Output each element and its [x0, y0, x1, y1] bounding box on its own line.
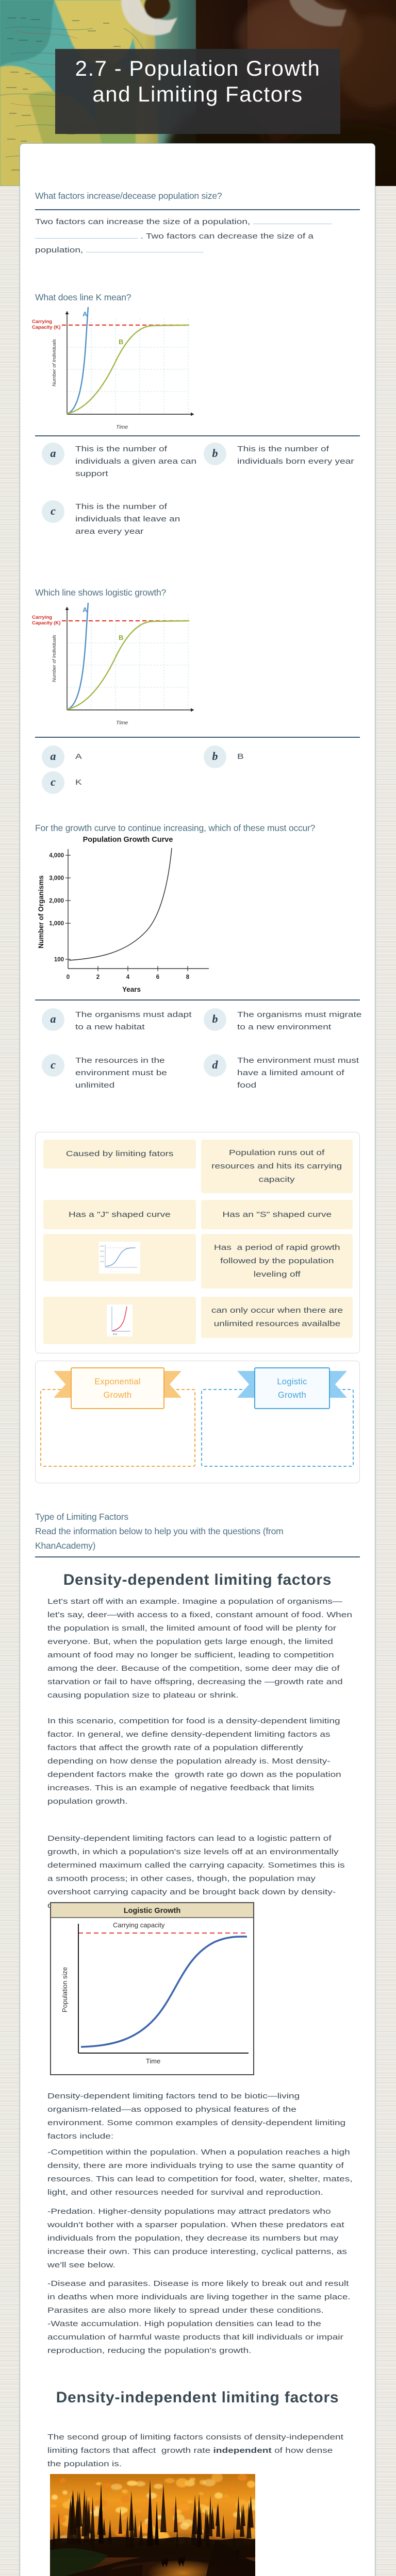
svg-text:A: A	[82, 310, 88, 318]
svg-text:4,000: 4,000	[49, 853, 64, 859]
svg-text:1,000: 1,000	[49, 921, 64, 927]
svg-text:2000: 2000	[100, 1256, 104, 1258]
svg-text:Carrying: Carrying	[32, 319, 52, 325]
svg-text:2: 2	[96, 974, 100, 980]
svg-text:B: B	[119, 338, 123, 346]
svg-text:Time: Time	[146, 2057, 160, 2065]
svg-text:Carrying: Carrying	[32, 615, 52, 620]
svg-text:1000: 1000	[100, 1261, 104, 1263]
svg-text:Population size: Population size	[61, 1967, 69, 2012]
svg-text:3000: 3000	[100, 1250, 104, 1252]
svg-text:6: 6	[156, 974, 159, 980]
svg-text:100: 100	[54, 957, 64, 963]
svg-text:3,000: 3,000	[49, 875, 64, 882]
svg-text:Population Growth Curve: Population Growth Curve	[83, 836, 173, 844]
svg-text:0: 0	[67, 974, 70, 980]
svg-text:Number of Organisms: Number of Organisms	[37, 875, 45, 948]
svg-text:2,000: 2,000	[49, 898, 64, 904]
svg-text:Logistic Growth: Logistic Growth	[124, 1907, 180, 1915]
svg-text:B: B	[119, 634, 123, 641]
svg-text:4000: 4000	[100, 1245, 104, 1247]
svg-text:A: A	[82, 606, 88, 614]
svg-text:Capacity (K): Capacity (K)	[32, 620, 60, 626]
svg-text:Number of Individuals: Number of Individuals	[52, 635, 57, 682]
svg-text:Years: Years	[122, 986, 141, 993]
svg-text:4: 4	[126, 974, 130, 980]
svg-text:time: time	[113, 1333, 118, 1335]
svg-text:Capacity (K): Capacity (K)	[32, 325, 60, 330]
svg-text:. . . . . . . . . . . . . .: . . . . . . . . . . . . . .	[109, 1269, 125, 1272]
svg-text:Time: Time	[116, 720, 128, 726]
svg-text:Carrying capacity: Carrying capacity	[113, 1921, 165, 1929]
svg-text:Time: Time	[116, 424, 128, 430]
svg-text:8: 8	[186, 974, 190, 980]
svg-text:Number of Individuals: Number of Individuals	[52, 339, 57, 386]
